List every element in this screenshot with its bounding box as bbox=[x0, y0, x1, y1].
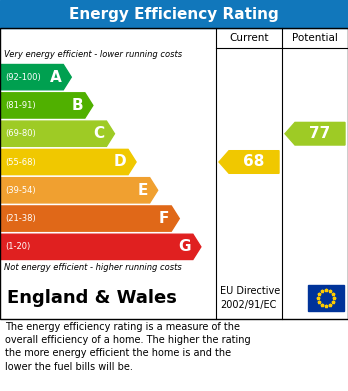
Text: 68: 68 bbox=[243, 154, 265, 170]
Bar bbox=[308, 285, 344, 311]
Polygon shape bbox=[0, 206, 179, 231]
Bar bbox=[0, 0, 348, 28]
Text: (21-38): (21-38) bbox=[5, 214, 36, 223]
Text: EU Directive
2002/91/EC: EU Directive 2002/91/EC bbox=[220, 286, 280, 310]
Text: Energy Efficiency Rating: Energy Efficiency Rating bbox=[69, 7, 279, 22]
Bar bbox=[0, 28, 348, 319]
Polygon shape bbox=[0, 149, 136, 175]
Text: Potential: Potential bbox=[292, 33, 338, 43]
Polygon shape bbox=[0, 65, 71, 90]
Text: G: G bbox=[179, 239, 191, 255]
Polygon shape bbox=[285, 122, 345, 145]
Text: A: A bbox=[49, 70, 61, 84]
Bar bbox=[0, 277, 348, 319]
Text: 77: 77 bbox=[309, 126, 331, 141]
Polygon shape bbox=[0, 234, 201, 260]
Text: (55-68): (55-68) bbox=[5, 158, 36, 167]
Text: Not energy efficient - higher running costs: Not energy efficient - higher running co… bbox=[4, 263, 182, 272]
Text: D: D bbox=[113, 154, 126, 170]
Text: The energy efficiency rating is a measure of the
overall efficiency of a home. T: The energy efficiency rating is a measur… bbox=[5, 322, 251, 371]
Text: Current: Current bbox=[229, 33, 269, 43]
Polygon shape bbox=[0, 178, 158, 203]
Text: C: C bbox=[93, 126, 104, 141]
Text: F: F bbox=[159, 211, 169, 226]
Text: E: E bbox=[137, 183, 148, 198]
Polygon shape bbox=[219, 151, 279, 173]
Text: (81-91): (81-91) bbox=[5, 101, 35, 110]
Text: (1-20): (1-20) bbox=[5, 242, 30, 251]
Polygon shape bbox=[0, 93, 93, 118]
Text: (92-100): (92-100) bbox=[5, 73, 41, 82]
Text: Very energy efficient - lower running costs: Very energy efficient - lower running co… bbox=[4, 50, 182, 59]
Text: (69-80): (69-80) bbox=[5, 129, 36, 138]
Text: England & Wales: England & Wales bbox=[7, 289, 177, 307]
Text: B: B bbox=[71, 98, 83, 113]
Text: (39-54): (39-54) bbox=[5, 186, 35, 195]
Polygon shape bbox=[0, 121, 114, 146]
